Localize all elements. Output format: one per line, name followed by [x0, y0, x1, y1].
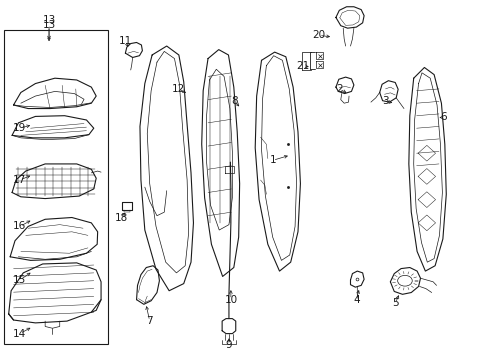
Text: 12: 12 [172, 84, 185, 94]
Text: 3: 3 [382, 96, 388, 107]
Text: 4: 4 [352, 295, 359, 305]
Text: 1: 1 [269, 156, 275, 165]
Text: 20: 20 [312, 30, 325, 40]
Text: 5: 5 [391, 298, 398, 308]
Text: 10: 10 [224, 295, 237, 305]
Bar [4, 30, 108, 344]
Text: 9: 9 [225, 340, 232, 350]
Text: 17: 17 [13, 175, 26, 185]
Text: 11: 11 [119, 36, 132, 46]
Text: 7: 7 [146, 316, 153, 326]
Text: 19: 19 [13, 123, 26, 133]
Text: 18: 18 [115, 212, 128, 222]
Text: 8: 8 [231, 96, 238, 107]
Text: 16: 16 [13, 221, 26, 231]
Text: 6: 6 [440, 112, 446, 122]
Text: 2: 2 [335, 84, 342, 94]
Text: 13: 13 [42, 19, 56, 30]
Text: 14: 14 [13, 329, 26, 339]
Text: 13: 13 [42, 15, 56, 24]
Text: 15: 15 [13, 275, 26, 285]
Text: 21: 21 [296, 61, 309, 71]
